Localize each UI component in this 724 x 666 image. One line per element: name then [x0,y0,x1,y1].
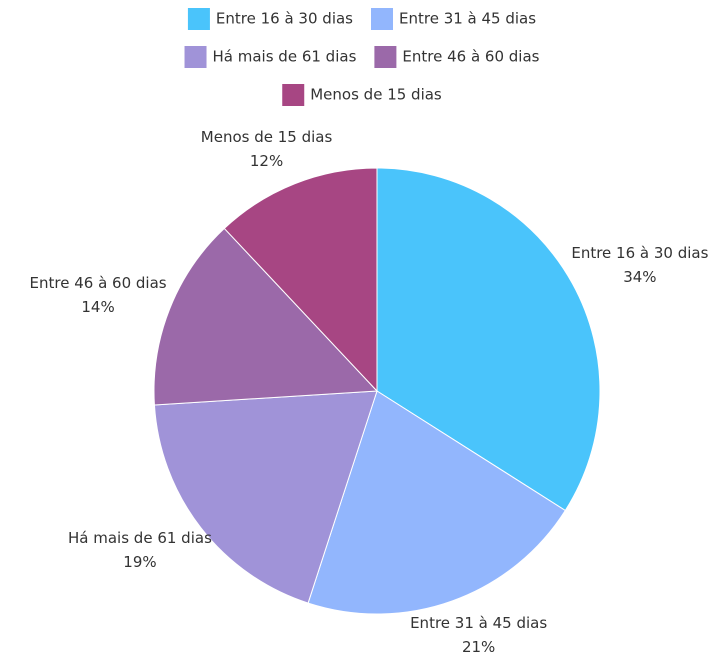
legend-swatch [187,8,210,30]
legend-label: Entre 46 à 60 dias [402,48,539,66]
slice-value-label: 21% [462,638,495,656]
legend-label: Há mais de 61 dias [213,48,357,66]
pie-slice [223,167,378,393]
slice-value-label: 19% [123,553,156,571]
slice-value-label: 34% [623,268,656,286]
legend-swatch [282,84,305,106]
slice-category-label: Há mais de 61 dias [68,529,212,547]
legend-swatch [371,8,393,30]
slice-category-label: Menos de 15 dias [201,128,333,146]
pie-slice [153,390,378,604]
pie-slice [376,167,601,512]
pie-slice [307,390,566,615]
slice-value-label: 14% [81,298,114,316]
slice-category-label: Entre 31 à 45 dias [410,614,547,632]
legend-label: Entre 16 à 30 dias [216,10,353,28]
legend-swatch [184,46,207,68]
slice-category-label: Entre 46 à 60 dias [30,274,167,292]
legend-swatch [374,46,397,68]
pie-slice [153,227,379,406]
slice-category-label: Entre 16 à 30 dias [571,244,708,262]
legend-label: Entre 31 à 45 dias [399,10,536,28]
slice-value-label: 12% [250,152,283,170]
legend-label: Menos de 15 dias [310,86,442,104]
